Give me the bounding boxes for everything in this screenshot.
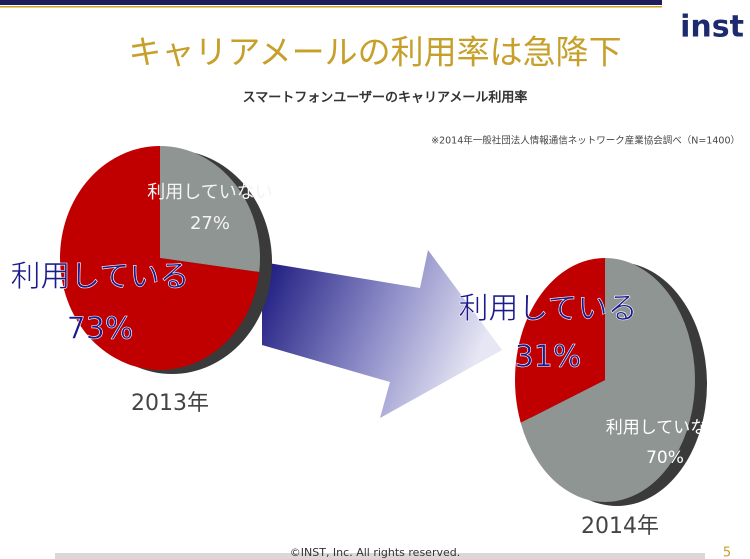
logo: inst (680, 10, 744, 45)
source-note: ※2014年一般社団法人情報通信ネットワーク産業協会調べ（N=1400） (431, 135, 740, 147)
pie-caption: 2014年 (581, 514, 659, 539)
slice-label: 利用していない (147, 182, 272, 203)
pie-slice (59, 146, 260, 370)
pie-slice (515, 258, 605, 423)
slice-value-label: 31% (515, 340, 582, 375)
footer-bar (55, 553, 705, 559)
pie-slice (520, 258, 696, 502)
slice-value-label: 73% (67, 312, 134, 347)
slice-value-label: 27% (190, 213, 230, 234)
top-bar (0, 0, 662, 5)
slice-value-label: 70% (646, 448, 684, 468)
page-number: 5 (723, 546, 731, 559)
pie-caption: 2013年 (131, 391, 209, 416)
slice-label: 利用している (10, 260, 189, 295)
slice-label: 利用していない (606, 418, 725, 438)
top-rule (0, 6, 662, 8)
slice-label: 利用している (458, 292, 637, 327)
slide-title: キャリアメールの利用率は急降下 (128, 33, 621, 72)
subtitle: スマートフォンユーザーのキャリアメール利用率 (243, 90, 528, 106)
arrow (262, 250, 502, 418)
charts: 利用している 73% 利用していない 27% 2013年 利用している 31% 利用していない… (10, 146, 724, 539)
pie-slice (160, 146, 260, 273)
footer: ©INST, Inc. All rights reserved. (290, 546, 460, 559)
